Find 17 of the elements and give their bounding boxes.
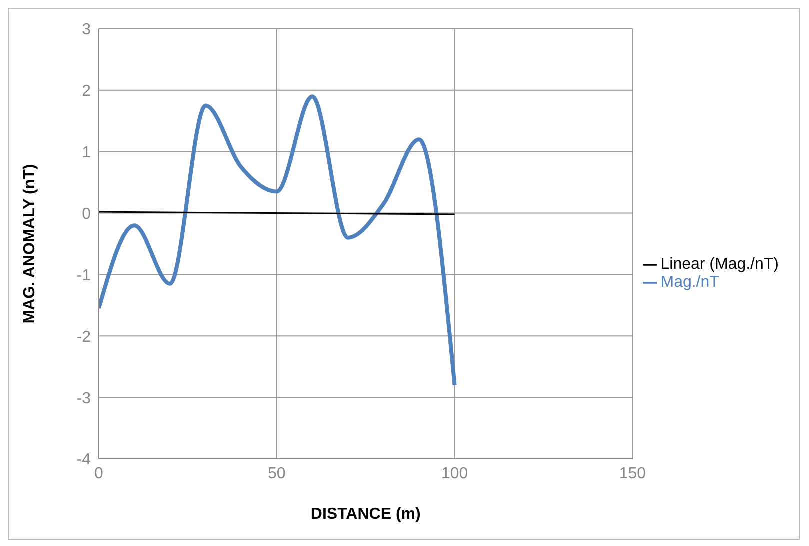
y-axis-title: MAG. ANOMALY (nT) [22, 164, 39, 324]
x-tick-label: 0 [94, 465, 104, 482]
y-tick-label: -2 [76, 328, 92, 346]
y-tick-label: -4 [76, 452, 92, 469]
y-tick-label: 1 [82, 144, 92, 162]
y-tick-label: -1 [76, 267, 92, 284]
x-tick-label: 150 [619, 465, 646, 482]
legend-label: Mag./nT [660, 274, 720, 291]
y-tick-label: 0 [82, 206, 92, 223]
x-tick-label: 100 [441, 465, 468, 482]
line-series [99, 94, 457, 388]
y-tick-label: -3 [76, 390, 92, 408]
legend-label: Linear (Mag./nT) [660, 256, 779, 273]
x-axis-title: DISTANCE (m) [310, 506, 421, 523]
y-tick-label: 2 [82, 83, 92, 100]
y-tick-label: 3 [82, 22, 92, 39]
x-tick-label: 50 [268, 465, 286, 482]
